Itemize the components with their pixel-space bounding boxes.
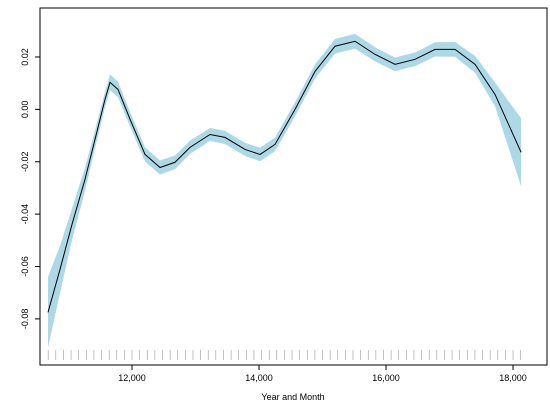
x-tick-label: 12,000 <box>118 373 146 383</box>
y-tick-label: -0.06 <box>20 256 30 277</box>
x-tick-label: 14,000 <box>245 373 273 383</box>
y-tick-label: 0.00 <box>20 101 30 119</box>
confidence-band <box>48 33 522 348</box>
fit-line <box>47 40 522 313</box>
x-tick-label: 18,000 <box>499 373 527 383</box>
plot-frame <box>39 7 548 366</box>
y-tick-label: -0.08 <box>20 309 30 330</box>
y-tick-label: -0.02 <box>20 151 30 172</box>
y-tick-label: -0.04 <box>20 204 30 225</box>
y-tick-label: 0.02 <box>20 48 30 66</box>
x-axis-label: Year and Month <box>261 392 324 402</box>
x-tick-label: 16,000 <box>372 373 400 383</box>
